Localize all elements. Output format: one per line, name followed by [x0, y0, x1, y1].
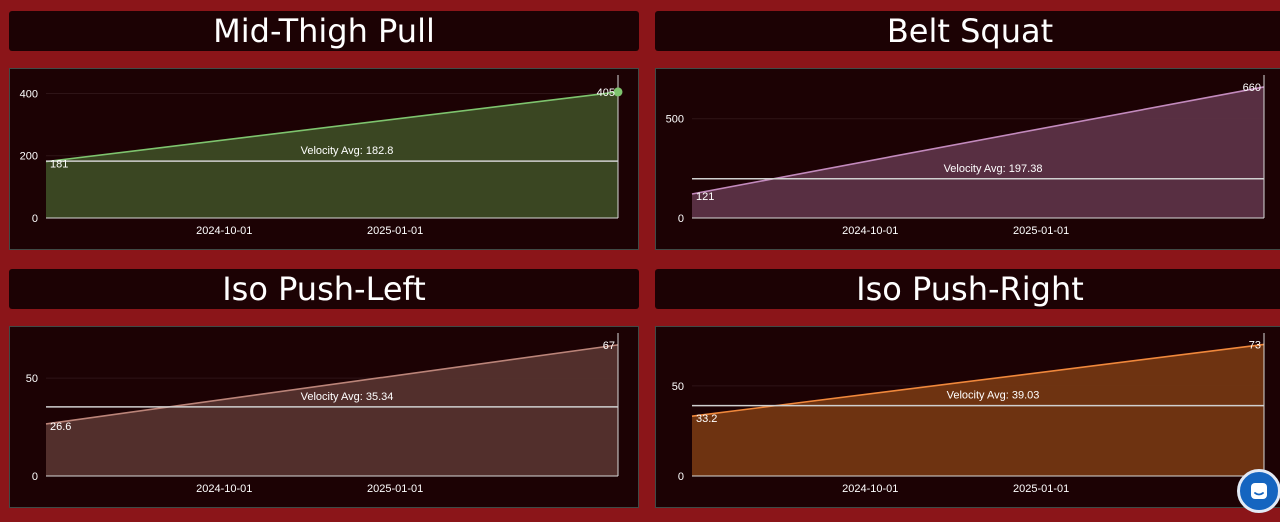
- data-label: 121: [696, 191, 714, 203]
- x-tick-label: 2025-01-01: [1013, 483, 1069, 495]
- y-tick-label: 0: [32, 213, 38, 225]
- average-label: Velocity Avg: 182.8: [301, 145, 394, 157]
- series-area: [692, 344, 1264, 476]
- chart-svg: Velocity Avg: 182.8 0 200 400 2024-10-01 2025…: [20, 75, 623, 237]
- series-line: [45, 91, 619, 163]
- x-tick-label: 2025-01-01: [367, 225, 423, 237]
- x-tick-label: 2024-10-01: [196, 225, 252, 237]
- data-label: 26.6: [50, 421, 71, 433]
- data-label: 660: [1243, 82, 1261, 94]
- chart-panel-iso-push-left: Velocity Avg: 35.34 0 50 2024-10-01 2025-01-…: [9, 326, 639, 508]
- chart-title-mid-thigh-pull: Mid-Thigh Pull: [9, 11, 639, 51]
- y-tick-label: 200: [20, 151, 38, 163]
- y-tick-label: 0: [678, 471, 684, 483]
- data-label: 33.2: [696, 413, 717, 425]
- data-label: 181: [50, 159, 68, 171]
- y-tick-label: 0: [32, 471, 38, 483]
- chart-svg: Velocity Avg: 39.03 0 50 2024-10-01 2025-01-…: [672, 333, 1265, 495]
- chat-launcher-button[interactable]: [1237, 469, 1280, 513]
- x-tick-label: 2024-10-01: [842, 225, 898, 237]
- average-label: Velocity Avg: 39.03: [947, 390, 1040, 402]
- series-line: [45, 344, 619, 425]
- series-area: [692, 86, 1264, 219]
- chart-svg: Velocity Avg: 197.38 0 500 2024-10-01 2025-0…: [666, 75, 1265, 237]
- y-tick-label: 0: [678, 213, 684, 225]
- series-line: [691, 343, 1265, 417]
- y-tick-label: 400: [20, 88, 38, 100]
- data-label: 67: [603, 340, 615, 352]
- x-tick-label: 2025-01-01: [1013, 225, 1069, 237]
- chart-panel-belt-squat: Velocity Avg: 197.38 0 500 2024-10-01 2025-0…: [655, 68, 1280, 250]
- y-tick-label: 500: [666, 114, 684, 126]
- series-area: [46, 91, 618, 218]
- chart-panel-mid-thigh-pull: Velocity Avg: 182.8 0 200 400 2024-10-01 2025…: [9, 68, 639, 250]
- chart-title-iso-push-left: Iso Push-Left: [9, 269, 639, 309]
- average-label: Velocity Avg: 197.38: [944, 163, 1043, 175]
- y-tick-label: 50: [26, 373, 38, 385]
- series-line: [691, 86, 1265, 195]
- chat-bubble-icon: [1251, 483, 1267, 499]
- x-tick-label: 2025-01-01: [367, 483, 423, 495]
- chart-svg: Velocity Avg: 35.34 0 50 2024-10-01 2025-01-…: [26, 333, 619, 495]
- chart-panel-iso-push-right: Velocity Avg: 39.03 0 50 2024-10-01 2025-01-…: [655, 326, 1280, 508]
- data-label: 405: [597, 87, 615, 99]
- data-point: [613, 87, 623, 97]
- x-tick-label: 2024-10-01: [196, 483, 252, 495]
- x-tick-label: 2024-10-01: [842, 483, 898, 495]
- chart-title-belt-squat: Belt Squat: [655, 11, 1280, 51]
- chart-title-iso-push-right: Iso Push-Right: [655, 269, 1280, 309]
- average-label: Velocity Avg: 35.34: [301, 391, 394, 403]
- data-label: 73: [1249, 339, 1261, 351]
- y-tick-label: 50: [672, 381, 684, 393]
- series-area: [46, 344, 618, 476]
